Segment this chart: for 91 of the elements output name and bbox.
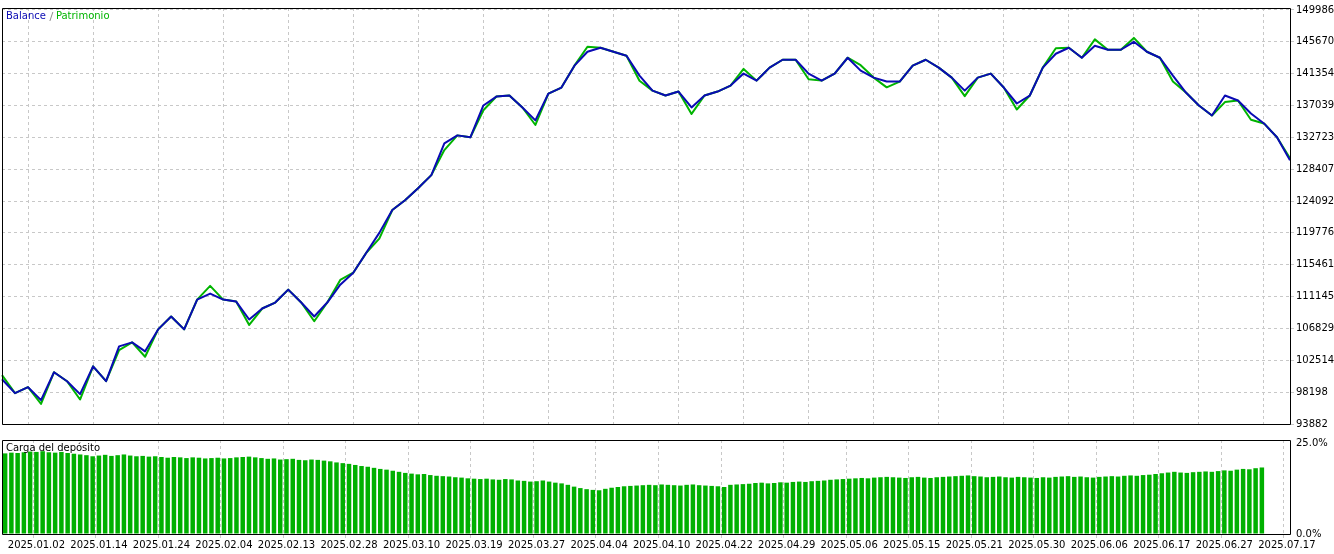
y-tick-label: 119776: [1296, 226, 1334, 238]
text: Balance: [6, 9, 46, 21]
bar: [721, 487, 727, 534]
x-tick-label: 2025.06.27: [1195, 538, 1253, 550]
bar: [415, 474, 421, 534]
bar: [152, 456, 158, 534]
bar: [771, 483, 777, 534]
bar: [984, 477, 990, 534]
bar: [1040, 477, 1046, 534]
x-tick-label: 2025.06.17: [1133, 538, 1191, 550]
x-tick-label: 2025.05.21: [945, 538, 1003, 550]
bar: [121, 454, 127, 534]
text: Patrimonio: [55, 9, 110, 21]
y-tick-label: 106829: [1296, 322, 1334, 334]
bar: [790, 481, 796, 534]
x-tick-label: 2025.05.30: [1008, 538, 1066, 550]
x-tick-label: 2025.02.04: [195, 538, 253, 550]
x-tick-label: 2025.06.06: [1070, 538, 1128, 550]
y-tick-label: 111145: [1296, 290, 1334, 302]
x-tick-label: 2025.05.06: [820, 538, 878, 550]
bar: [621, 486, 627, 534]
y-tick-label: 137039: [1296, 99, 1334, 111]
bar: [2, 453, 8, 534]
bar: [690, 484, 696, 534]
bar: [340, 463, 346, 534]
bar: [490, 479, 496, 534]
bar: [421, 473, 427, 534]
y-tick-label: 149986: [1296, 3, 1334, 15]
bar: [202, 458, 208, 534]
bar: [765, 483, 771, 534]
x-tick-label: 2025.02.13: [257, 538, 316, 550]
bar: [221, 458, 227, 534]
y-tick-label: 132723: [1296, 130, 1334, 142]
bar: [252, 457, 258, 534]
y-tick-label: 124092: [1296, 194, 1334, 206]
x-tick-label: 2025.04.04: [570, 538, 628, 550]
bar: [1140, 475, 1146, 534]
bar: [590, 489, 596, 534]
y-tick-label: 0.0%: [1296, 527, 1322, 539]
y-tick-label: 115461: [1296, 258, 1334, 270]
bar: [865, 478, 871, 534]
bar: [715, 486, 721, 534]
bar: [1259, 467, 1265, 534]
bar: [77, 454, 83, 534]
bar: [227, 458, 233, 534]
y-tick-label: 25.0%: [1296, 437, 1328, 449]
bar: [1159, 473, 1165, 534]
bar: [465, 478, 471, 534]
x-tick-label: 2025.04.22: [695, 538, 753, 550]
y-tick-label: 141354: [1296, 67, 1334, 79]
x-tick-label: 2025.01.02: [7, 538, 66, 550]
bar: [740, 484, 746, 534]
bar: [596, 490, 602, 534]
x-tick-label: 2025.07.17: [1258, 538, 1316, 550]
bar: [615, 487, 621, 534]
bar: [1034, 477, 1040, 534]
x-tick-label: 2025.04.29: [758, 538, 816, 550]
bar: [1065, 476, 1071, 534]
x-tick-label: 2025.04.10: [633, 538, 691, 550]
bar: [440, 476, 446, 534]
bar: [171, 456, 177, 534]
bar: [46, 452, 52, 534]
bar: [1190, 472, 1196, 534]
bar: [840, 479, 846, 534]
bar: [821, 480, 827, 534]
x-tick-label: 2025.05.15: [883, 538, 941, 550]
bar: [271, 458, 277, 534]
bar: [965, 475, 971, 534]
bar: [640, 485, 646, 534]
x-tick-label: 2025.03.27: [507, 538, 566, 550]
chart-title: Carga del depósito: [6, 441, 101, 453]
x-tick-label: 2025.01.14: [70, 538, 128, 550]
x-tick-label: 2025.03.19: [445, 538, 503, 550]
bar: [515, 480, 521, 534]
bar: [671, 485, 677, 534]
bar: [1215, 471, 1221, 534]
y-tick-label: 98198: [1296, 385, 1328, 397]
y-tick-label: 145670: [1296, 35, 1334, 47]
bar: [540, 480, 546, 534]
bar: [1084, 477, 1090, 534]
bar: [302, 460, 308, 534]
y-tick-label: 128407: [1296, 162, 1334, 174]
bar: [1109, 476, 1115, 534]
x-tick-label: 2025.03.10: [382, 538, 441, 550]
x-tick-label: 2025.01.24: [132, 538, 191, 550]
y-tick-label: 93882: [1296, 417, 1328, 429]
bar: [177, 457, 183, 534]
bar: [696, 485, 702, 534]
y-tick-label: 102514: [1296, 353, 1334, 365]
x-tick-label: 2025.02.28: [320, 538, 378, 550]
bar: [890, 477, 896, 534]
